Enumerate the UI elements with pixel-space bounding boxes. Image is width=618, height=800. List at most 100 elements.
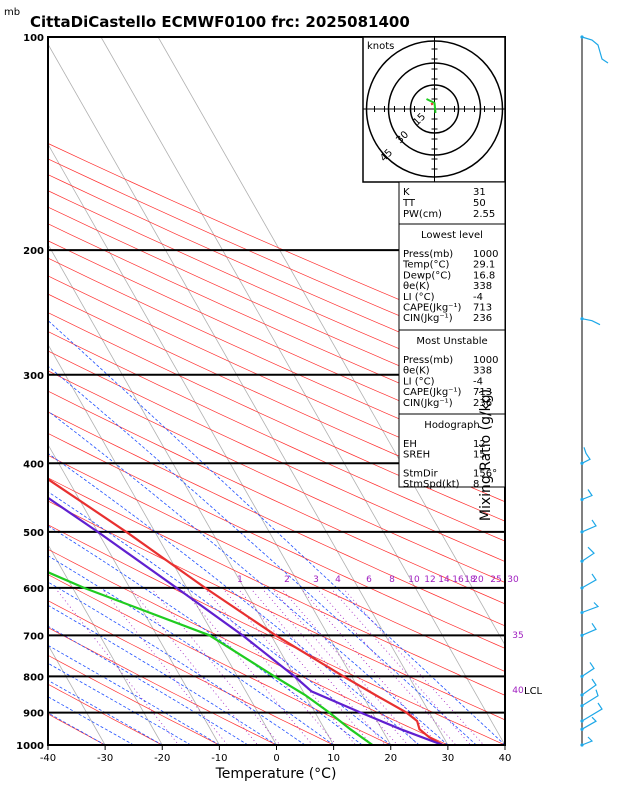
index-label: SREH bbox=[403, 450, 430, 461]
isotherm-line bbox=[157, 37, 505, 646]
index-value: 338 bbox=[473, 366, 492, 377]
temperature-tick-label: 10 bbox=[327, 753, 340, 764]
pressure-tick-label: 800 bbox=[23, 672, 44, 683]
wind-barb bbox=[581, 318, 601, 326]
temperature-tick-label: 20 bbox=[384, 753, 397, 764]
pressure-tick-label: 700 bbox=[23, 631, 44, 642]
pressure-tick-label: 900 bbox=[23, 709, 44, 720]
dry-adiabat-line bbox=[48, 206, 505, 411]
dry-adiabat-line bbox=[48, 390, 505, 605]
index-label: CIN(Jkg⁻¹) bbox=[403, 313, 453, 324]
index-label: CAPE(Jkg⁻¹) bbox=[403, 303, 461, 314]
index-label: StmSpd(kt) bbox=[403, 479, 460, 490]
isotherm-line bbox=[48, 143, 392, 745]
hodograph-ring bbox=[365, 40, 504, 178]
isotherm-line bbox=[100, 37, 505, 745]
dry-adiabat-line bbox=[48, 524, 505, 745]
dry-adiabat-line bbox=[48, 190, 505, 394]
index-label: K bbox=[403, 187, 410, 198]
dry-adiabat-line bbox=[48, 432, 505, 649]
mixing-ratio-label: 20 bbox=[472, 575, 484, 585]
pressure-tick-label: 1000 bbox=[16, 741, 44, 752]
mixing-ratio-line bbox=[101, 587, 228, 745]
dry-adiabat-line bbox=[48, 257, 505, 465]
index-value: 29.1 bbox=[473, 260, 495, 271]
index-label: θe(K) bbox=[403, 366, 430, 377]
index-value: 1000 bbox=[473, 355, 498, 366]
isotherm-line bbox=[48, 43, 449, 745]
index-section-box bbox=[398, 413, 506, 488]
index-section-box bbox=[398, 223, 506, 331]
index-label: TT bbox=[402, 198, 416, 209]
index-value: 2.55 bbox=[473, 209, 495, 220]
mixing-ratio-label: 1 bbox=[237, 575, 243, 585]
dry-adiabat-line bbox=[48, 370, 505, 583]
index-label: PW(cm) bbox=[403, 209, 442, 220]
index-section-header: Most Unstable bbox=[416, 336, 487, 347]
index-value: -4 bbox=[473, 376, 483, 387]
pressure-tick-label: 500 bbox=[23, 528, 44, 539]
lcl-label: LCL bbox=[524, 686, 543, 697]
hodograph-trace-low bbox=[426, 98, 437, 114]
pressure-tick-label: 200 bbox=[23, 246, 44, 257]
right-axis-title: Mixing Ratio (g/kg) bbox=[478, 389, 494, 521]
pressure-tick-label: 100 bbox=[23, 33, 44, 44]
dry-adiabat-line bbox=[48, 240, 505, 447]
isotherm-line bbox=[48, 343, 277, 745]
mixing-ratio-label: 3 bbox=[313, 575, 319, 585]
wind-barb bbox=[581, 546, 595, 562]
index-value: 236 bbox=[473, 398, 492, 409]
title-group: mb CittaDiCastello ECMWF0100 frc: 202508… bbox=[4, 7, 410, 31]
dry-adiabat-line bbox=[48, 174, 505, 377]
mixing-ratio-label: 8 bbox=[389, 575, 395, 585]
index-section-header: Lowest level bbox=[421, 230, 483, 241]
temperature-tick-label: 30 bbox=[442, 753, 455, 764]
dry-adiabat-line bbox=[48, 683, 163, 745]
mixing-ratio-label: 4 bbox=[335, 575, 341, 585]
index-value: 713 bbox=[473, 387, 492, 398]
x-axis-title: Temperature (°C) bbox=[215, 766, 337, 782]
wind-barb bbox=[581, 702, 603, 722]
isotherm-line bbox=[48, 543, 163, 745]
mixing-ratio-label: 10 bbox=[408, 575, 420, 585]
index-section-box bbox=[398, 329, 506, 415]
wind-barb bbox=[581, 716, 597, 730]
temperature-tick-label: -40 bbox=[40, 753, 56, 764]
dry-adiabat-line bbox=[48, 574, 391, 745]
isotherm-line bbox=[48, 443, 220, 745]
unit-label: mb bbox=[4, 7, 20, 18]
dry-adiabat-line bbox=[48, 548, 449, 745]
temperature-tick-label: 0 bbox=[273, 753, 279, 764]
temperature-tick-label: 40 bbox=[499, 753, 512, 764]
index-value: 8 bbox=[473, 479, 479, 490]
sounding-profiles bbox=[48, 477, 444, 745]
mixing-ratio-line bbox=[316, 587, 457, 745]
chart-title: CittaDiCastello ECMWF0100 frc: 202508140… bbox=[30, 13, 410, 31]
mixing-ratio-label: 14 bbox=[438, 575, 450, 585]
index-value: 16.8 bbox=[473, 270, 495, 281]
dry-adiabat-line bbox=[48, 600, 334, 745]
index-value: 50 bbox=[473, 198, 486, 209]
temperature-axis: -40 -30 -20 -10 0 10 20 30 40 bbox=[40, 745, 512, 764]
index-label: EH bbox=[403, 439, 417, 450]
pressure-tick-label: 300 bbox=[23, 371, 44, 382]
index-label: θe(K) bbox=[403, 281, 430, 292]
hodograph-ring bbox=[387, 62, 482, 156]
mixing-ratio-label: 25 bbox=[490, 575, 501, 585]
stability-indices-table: K 31 TT 50 PW(cm) 2.55 Lowest level Press(mb) 10… bbox=[398, 181, 506, 490]
wind-barb bbox=[581, 662, 595, 677]
index-label: StmDir bbox=[403, 468, 438, 479]
mixing-ratio-label: 12 bbox=[424, 575, 435, 585]
index-value: 338 bbox=[473, 281, 492, 292]
index-label: Dewp(°C) bbox=[403, 270, 451, 281]
wind-barb bbox=[581, 689, 599, 707]
dewpoint-profile-line bbox=[48, 571, 374, 745]
mixing-ratio-line bbox=[129, 587, 259, 745]
pressure-axis: 100 200 300 400 500 600 700 800 900 1000 bbox=[16, 33, 44, 752]
mixing-ratio-label: 2 bbox=[284, 575, 290, 585]
wind-profile-column bbox=[580, 35, 609, 747]
index-label: Temp(°C) bbox=[402, 260, 450, 271]
temperature-tick-label: -20 bbox=[154, 753, 170, 764]
